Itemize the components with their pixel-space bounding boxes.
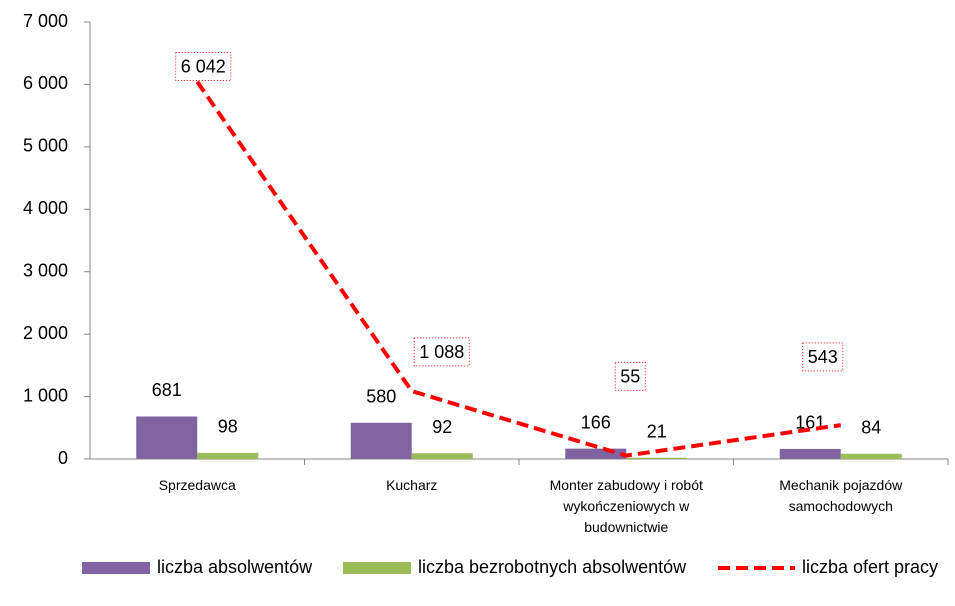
x-tick-label: Kucharz [386, 477, 438, 493]
y-tick-label: 0 [58, 448, 68, 468]
bar-value-label: 21 [647, 421, 667, 441]
y-tick-label: 1 000 [23, 385, 68, 405]
bar-value-label: 98 [218, 417, 238, 437]
bar [565, 448, 627, 459]
bar [626, 457, 688, 459]
legend-label: liczba absolwentów [157, 557, 313, 577]
bar [350, 422, 412, 459]
bar [197, 452, 259, 459]
y-tick-label: 5 000 [23, 136, 68, 156]
x-tick-label: Sprzedawca [158, 477, 236, 493]
bar [136, 416, 198, 459]
bar-value-label: 84 [861, 418, 881, 438]
legend-label: liczba ofert pracy [802, 557, 938, 577]
label-box [802, 342, 844, 372]
bar [840, 453, 902, 459]
label-box [614, 361, 646, 391]
label-box [413, 337, 470, 367]
legend-swatch [343, 562, 411, 574]
y-tick-label: 4 000 [23, 198, 68, 218]
bar-value-label: 92 [432, 417, 452, 437]
bar [411, 453, 473, 459]
bar [779, 448, 841, 459]
y-tick-label: 7 000 [23, 11, 68, 31]
legend-swatch [82, 562, 150, 574]
y-tick-label: 2 000 [23, 323, 68, 343]
x-tick-label: Monter zabudowy i robót wykończeniowych … [549, 477, 703, 535]
line [195, 80, 842, 458]
legend-label: liczba bezrobotnych absolwentów [418, 557, 687, 577]
label-box [175, 52, 232, 82]
line-value-label: 543 [808, 347, 838, 367]
line-value-label: 55 [620, 366, 640, 386]
y-tick-label: 3 000 [23, 260, 68, 280]
bar-value-label: 580 [366, 387, 396, 407]
bar-value-label: 166 [581, 412, 611, 432]
bar-value-label: 681 [152, 380, 182, 400]
line-value-label: 1 088 [419, 342, 464, 362]
line-value-label: 6 042 [181, 57, 226, 77]
x-tick-label: Mechanik pojazdów samochodowych [779, 477, 903, 514]
y-tick-label: 6 000 [23, 73, 68, 93]
